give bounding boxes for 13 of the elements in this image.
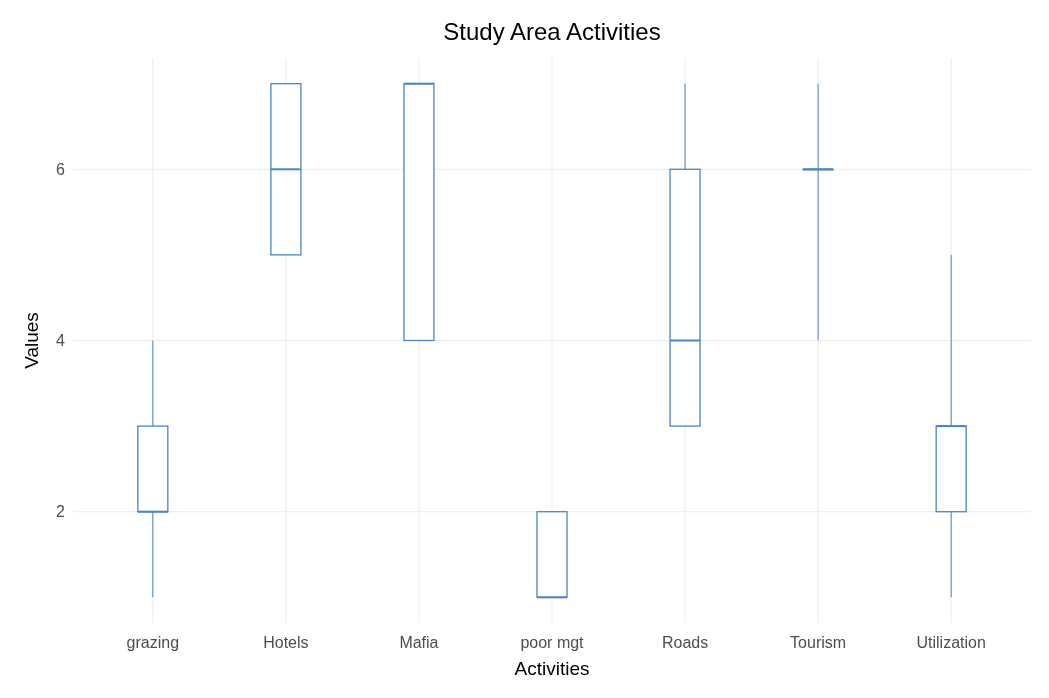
x-tick-label: Hotels (263, 634, 309, 651)
x-axis-title: Activities (514, 658, 590, 679)
x-tick-label: grazing (126, 634, 180, 651)
x-tick-label: Tourism (790, 634, 847, 651)
y-tick-label: 4 (56, 332, 66, 350)
x-tick-label: Utilization (916, 634, 986, 651)
x-tick-label: Roads (661, 634, 709, 651)
chart-title: Study Area Activities (443, 18, 661, 45)
x-tick-label: Mafia (399, 634, 439, 651)
y-tick-label: 6 (56, 160, 66, 178)
x-tick-label: poor mgt (520, 634, 585, 651)
y-tick-label: 2 (56, 503, 66, 521)
y-axis-title: Values (21, 312, 42, 369)
